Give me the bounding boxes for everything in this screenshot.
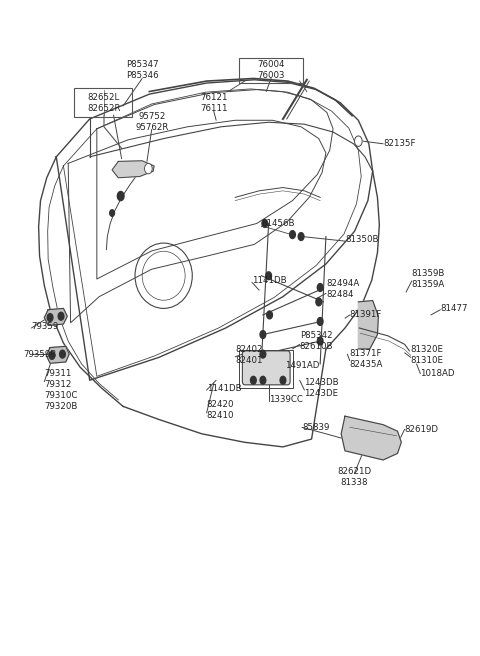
Circle shape <box>110 210 115 216</box>
Circle shape <box>355 136 362 146</box>
Polygon shape <box>112 161 154 178</box>
Text: 82420
82410: 82420 82410 <box>206 400 234 420</box>
Circle shape <box>266 272 272 279</box>
Circle shape <box>49 352 55 359</box>
Text: 82135F: 82135F <box>383 139 416 148</box>
Circle shape <box>144 163 152 174</box>
Text: 79311
79312
79310C
79320B: 79311 79312 79310C 79320B <box>44 369 78 411</box>
Text: 81350B: 81350B <box>345 236 379 244</box>
Text: 95752
95762R: 95752 95762R <box>135 112 168 133</box>
Text: 81371F
82435A: 81371F 82435A <box>350 348 383 369</box>
Text: 1141DB: 1141DB <box>206 384 241 393</box>
Text: 85839: 85839 <box>302 422 329 432</box>
Circle shape <box>60 350 65 358</box>
Text: 81320E
81310E: 81320E 81310E <box>411 346 444 365</box>
Text: 79359: 79359 <box>32 321 59 331</box>
Text: 76004
76003: 76004 76003 <box>257 60 285 80</box>
Circle shape <box>47 314 53 321</box>
Text: 1018AD: 1018AD <box>420 369 455 379</box>
Circle shape <box>260 377 266 384</box>
Text: 81391F: 81391F <box>350 310 382 319</box>
Text: 81456B: 81456B <box>262 219 295 228</box>
Text: 1243DB
1243DE: 1243DB 1243DE <box>304 378 339 398</box>
Text: 82402
82401: 82402 82401 <box>235 346 263 365</box>
Text: 76121
76111: 76121 76111 <box>200 92 228 113</box>
Polygon shape <box>341 416 401 460</box>
Circle shape <box>317 283 323 291</box>
Circle shape <box>58 312 64 320</box>
Text: 1339CC: 1339CC <box>269 396 302 404</box>
Polygon shape <box>44 308 67 325</box>
Polygon shape <box>46 346 69 363</box>
Text: 79359B: 79359B <box>23 350 56 359</box>
Text: 81477: 81477 <box>441 304 468 313</box>
Text: 1491AD: 1491AD <box>285 361 320 370</box>
Circle shape <box>262 220 268 228</box>
Circle shape <box>289 231 295 239</box>
Circle shape <box>260 331 266 338</box>
Circle shape <box>317 318 323 325</box>
Text: 82621D
81338: 82621D 81338 <box>337 467 372 487</box>
Circle shape <box>267 311 273 319</box>
Circle shape <box>260 350 266 358</box>
FancyBboxPatch shape <box>242 351 290 385</box>
Circle shape <box>317 337 323 345</box>
Circle shape <box>251 377 256 384</box>
Text: P85347
P85346: P85347 P85346 <box>126 60 158 80</box>
Circle shape <box>316 298 322 306</box>
Polygon shape <box>359 300 378 349</box>
Text: 1141DB: 1141DB <box>252 276 287 285</box>
Text: 82619D: 82619D <box>405 424 439 434</box>
Text: 82494A
82484: 82494A 82484 <box>326 279 359 299</box>
Text: P85342
82610B: P85342 82610B <box>300 331 333 351</box>
Text: 81359B
81359A: 81359B 81359A <box>412 269 445 289</box>
Circle shape <box>280 377 286 384</box>
Circle shape <box>117 192 124 201</box>
Text: 82652L
82652R: 82652L 82652R <box>87 92 121 113</box>
Circle shape <box>298 233 304 241</box>
